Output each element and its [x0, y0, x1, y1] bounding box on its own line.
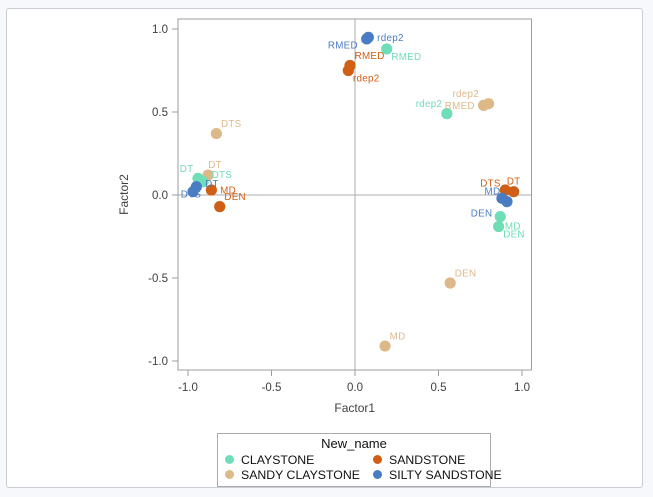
legend-item-sandy-claystone: SANDY CLAYSTONE	[218, 467, 366, 482]
legend-item-sandstone: SANDSTONE	[366, 452, 502, 467]
data-point-rdep2	[483, 98, 495, 110]
data-point-den	[501, 196, 513, 208]
point-label-dts: DTS	[480, 178, 501, 189]
point-label-dt: DT	[208, 160, 222, 171]
data-point-dt	[508, 186, 520, 198]
point-label-rmed: RMED	[328, 40, 358, 51]
data-point-den	[444, 277, 456, 289]
x-tick-label: 0.0	[347, 382, 363, 394]
data-point-md	[494, 210, 506, 223]
point-label-rmed: RMED	[355, 51, 385, 62]
data-point-den	[214, 201, 226, 213]
legend: New_name CLAYSTONE SANDY CLAYSTONE SANDS…	[217, 433, 502, 487]
point-label-dts: DTS	[221, 119, 242, 130]
sandy-claystone-swatch-icon	[225, 470, 234, 479]
x-tick-label: -0.5	[262, 382, 282, 394]
claystone-swatch-icon	[225, 455, 234, 464]
point-label-dts: DTS	[212, 170, 233, 181]
point-label-dt: DT	[205, 179, 219, 190]
x-tick-label: 1.0	[514, 382, 530, 394]
legend-item-label: SANDY CLAYSTONE	[241, 467, 360, 482]
x-tick-label: 0.5	[431, 382, 447, 394]
data-point-md	[205, 184, 217, 196]
legend-title: New_name	[321, 436, 387, 451]
point-label-dt: DT	[180, 164, 194, 175]
point-label-rdep2: rdep2	[377, 33, 404, 44]
legend-item-label: SANDSTONE	[389, 452, 466, 467]
chart-card	[6, 8, 643, 488]
y-tick-label: -1.0	[148, 356, 168, 368]
data-point-rmed	[381, 43, 393, 55]
data-point-rdep2	[342, 64, 354, 77]
point-label-rdep2: rdep2	[416, 99, 443, 110]
point-label-den: DEN	[455, 268, 477, 279]
y-tick-label: 0.0	[152, 190, 168, 202]
point-label-md: MD	[220, 186, 236, 197]
data-point-dts	[210, 127, 222, 140]
scatter-plot: -1.0 -0.5 0.0 0.5 1.0 -1.0 -0.5 0.0 0.5 1.0 Factor…	[117, 18, 532, 415]
data-point-den	[493, 220, 505, 233]
legend-item-claystone: CLAYSTONE	[218, 452, 366, 467]
point-label-rdep2: rdep2	[452, 89, 479, 100]
sandstone-swatch-icon	[373, 455, 382, 464]
data-point-rdep2	[441, 108, 453, 120]
x-axis-title: Factor1	[334, 401, 375, 415]
data-point-rdep2	[362, 31, 374, 43]
point-label-rmed: RMED	[391, 52, 421, 63]
y-tick-label: 1.0	[152, 24, 168, 36]
point-label-den: DEN	[471, 209, 493, 220]
point-label-rmed: RMED	[445, 101, 475, 112]
point-label-den: DEN	[224, 192, 246, 203]
legend-item-label: CLAYSTONE	[241, 452, 315, 467]
data-point-md	[379, 340, 391, 352]
legend-item-label: SILTY SANDSTONE	[389, 467, 502, 482]
y-axis-title: Factor2	[117, 174, 131, 215]
x-tick-label: -1.0	[178, 382, 198, 394]
point-label-md: MD	[505, 222, 521, 233]
point-label-den: DEN	[503, 230, 525, 241]
point-label-dts: DTS	[181, 189, 202, 200]
point-label-md: MD	[485, 187, 501, 198]
silty-sandstone-swatch-icon	[373, 470, 382, 479]
legend-item-silty-sandstone: SILTY SANDSTONE	[366, 467, 502, 482]
point-label-md: MD	[390, 331, 406, 342]
y-tick-label: 0.5	[152, 107, 168, 119]
point-label-dt: DT	[507, 177, 521, 188]
legend-grid: CLAYSTONE SANDY CLAYSTONE SANDSTONE SILT…	[218, 452, 502, 482]
data-point-dts	[187, 186, 199, 198]
y-tick-label: -0.5	[148, 273, 168, 285]
point-label-rdep2: rdep2	[353, 74, 380, 85]
